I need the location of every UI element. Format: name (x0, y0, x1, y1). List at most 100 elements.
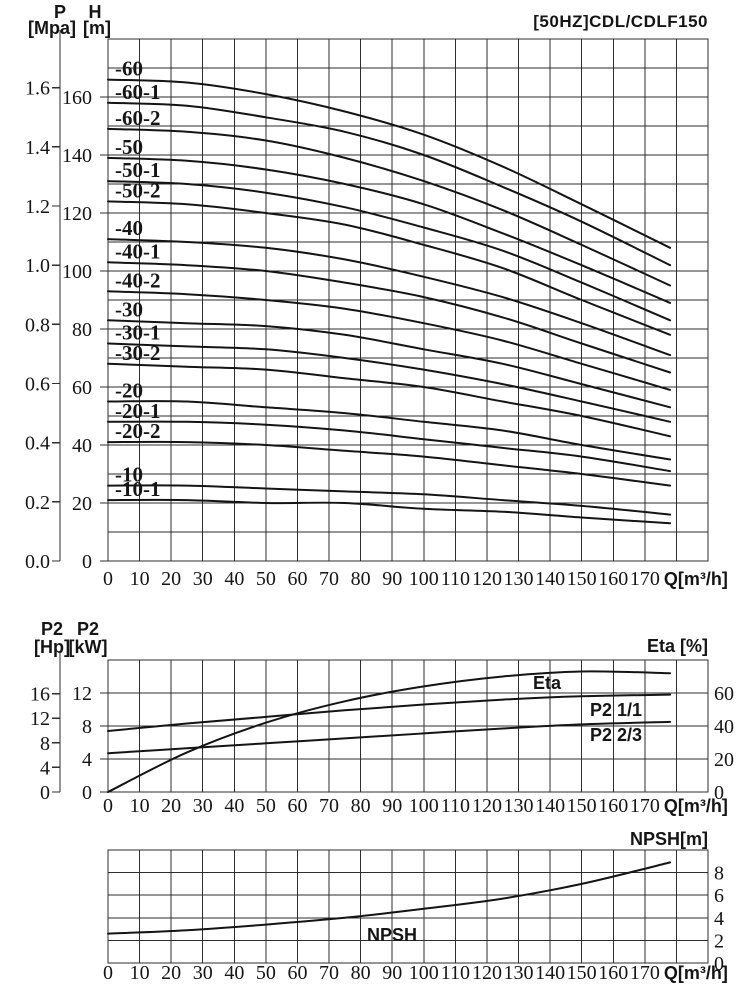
p-tick-label: 1.2 (25, 196, 50, 218)
curve--40-1 (107, 261, 672, 374)
x-tick-label: 60 (287, 568, 307, 590)
npsh-tick-label: 6 (714, 885, 724, 907)
x-tick-label: 80 (351, 962, 371, 984)
p-tick-label: 0.4 (25, 433, 50, 455)
x-tick-label: 160 (598, 962, 628, 984)
x-tick-label: 10 (130, 795, 150, 817)
curve-label--20-1: -20-1 (115, 399, 161, 423)
curve-label--50: -50 (115, 135, 143, 159)
x-tick-label: 50 (256, 795, 276, 817)
plot-border (107, 849, 709, 964)
hp-tick-label: 16 (30, 684, 50, 706)
p-axis-unit: [Mpa] (28, 18, 76, 38)
kw-tick-label: 4 (82, 749, 92, 771)
x-tick-label: 30 (193, 795, 213, 817)
x-tick-label: 130 (504, 795, 534, 817)
hp-tick-label: 4 (40, 757, 50, 779)
p-axis-title: P (54, 2, 66, 22)
x-tick-label: 110 (441, 795, 470, 817)
p2hp-axis-title: P2 (41, 619, 63, 639)
curve-label-Eta: Eta (533, 673, 562, 693)
curve-P2-1-1 (107, 693, 672, 732)
curve-label--40-2: -40-2 (115, 268, 161, 292)
curve--40 (107, 238, 672, 357)
curve-label--60: -60 (115, 57, 143, 81)
x-tick-label: 120 (472, 568, 502, 590)
curve-label--60-2: -60-2 (115, 106, 161, 130)
x-tick-label: 170 (630, 795, 660, 817)
curve-label-P2-2-3: P2 2/3 (590, 725, 642, 745)
x-tick-label: 100 (409, 568, 439, 590)
x-tick-label: 110 (441, 568, 470, 590)
x-tick-label: 170 (630, 962, 660, 984)
curve--20-2 (107, 440, 672, 487)
eta-axis-title: Eta [%] (647, 636, 708, 656)
x-tick-label: 140 (535, 962, 565, 984)
h-tick-label: 160 (62, 87, 92, 109)
x-tick-label: 70 (319, 568, 339, 590)
x-tick-label: 0 (103, 795, 113, 817)
curve-label--50-1: -50-1 (115, 158, 161, 182)
curve-label--20: -20 (115, 379, 143, 403)
x-tick-label: 120 (472, 795, 502, 817)
x-axis-unit-label: Q[m³/h] (664, 569, 728, 589)
curve--60-2 (107, 127, 672, 287)
x-tick-label: 150 (567, 568, 597, 590)
curve-label--10-1: -10-1 (115, 477, 161, 501)
h-tick-label: 40 (72, 435, 92, 457)
curve-label--30: -30 (115, 297, 143, 321)
x-tick-label: 120 (472, 962, 502, 984)
x-tick-label: 30 (193, 962, 213, 984)
x-tick-label: 130 (504, 568, 534, 590)
p-tick-label: 0.6 (25, 374, 50, 396)
x-tick-label: 160 (598, 795, 628, 817)
curve--50-2 (107, 200, 672, 336)
x-tick-label: 150 (567, 962, 597, 984)
hp-tick-label: 0 (40, 782, 50, 804)
eta-tick-label: 20 (714, 749, 734, 771)
p-tick-label: 0.0 (25, 551, 50, 573)
x-tick-label: 70 (319, 795, 339, 817)
curve--50-1 (107, 180, 672, 322)
p-tick-label: 0.2 (25, 492, 50, 514)
npsh-axis-title: NPSH[m] (630, 829, 708, 849)
x-tick-label: 20 (161, 568, 181, 590)
p-tick-label: 0.8 (25, 314, 50, 336)
p2kw-axis-unit: [kW] (69, 637, 108, 657)
h-tick-label: 0 (82, 551, 92, 573)
hp-tick-label: 12 (30, 708, 50, 730)
npsh-tick-label: 2 (714, 930, 724, 952)
x-tick-label: 140 (535, 568, 565, 590)
p-tick-label: 1.0 (25, 255, 50, 277)
x-tick-label: 100 (409, 795, 439, 817)
chart-title: [50HZ]CDL/CDLF150 (533, 12, 708, 31)
curve-NPSH (107, 861, 672, 935)
x-tick-label: 60 (287, 962, 307, 984)
x-tick-label: 160 (598, 568, 628, 590)
x-tick-label: 90 (382, 568, 402, 590)
curve-Eta (107, 670, 672, 793)
curve--30-1 (107, 342, 672, 423)
x-tick-label: 90 (382, 795, 402, 817)
x-tick-label: 80 (351, 795, 371, 817)
plot-border (107, 38, 709, 562)
x-tick-label: 110 (441, 962, 470, 984)
curve-label--40: -40 (115, 216, 143, 240)
h-tick-label: 20 (72, 493, 92, 515)
p2kw-axis-title: P2 (77, 619, 99, 639)
x-tick-label: 40 (224, 795, 244, 817)
x-tick-label: 40 (224, 568, 244, 590)
x-tick-label: 170 (630, 568, 660, 590)
x-tick-label: 40 (224, 962, 244, 984)
x-axis-unit-label: Q[m³/h] (664, 796, 728, 816)
curve-label--10: -10 (115, 463, 143, 487)
eta-tick-label: 60 (714, 683, 734, 705)
x-tick-label: 130 (504, 962, 534, 984)
p2hp-axis-unit: [Hp] (34, 637, 70, 657)
h-axis-title: H (89, 2, 102, 22)
curve-label--20-2: -20-2 (115, 419, 161, 443)
curve-label--30-2: -30-2 (115, 341, 161, 365)
